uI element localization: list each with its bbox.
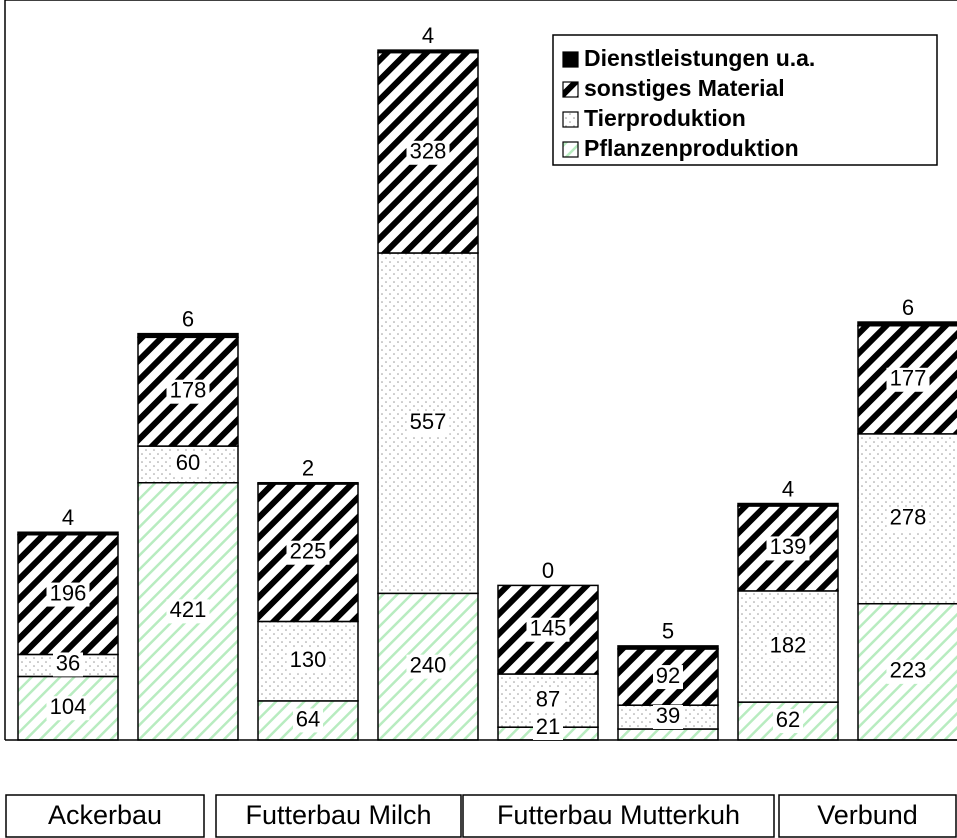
- group-label: Futterbau Milch: [245, 800, 431, 830]
- data-label: 177: [890, 366, 927, 391]
- data-label: 2: [302, 456, 314, 481]
- data-label-bg: [526, 617, 570, 642]
- data-label: 64: [296, 706, 320, 731]
- group-label: Ackerbau: [48, 800, 162, 830]
- data-label: 4: [62, 505, 74, 530]
- data-label-bg: [899, 297, 917, 322]
- legend-label: Tierproduktion: [584, 105, 746, 131]
- legend-label: Dienstleistungen u.a.: [584, 45, 815, 71]
- data-label-bg: [773, 709, 803, 734]
- data-label-bg: [59, 507, 77, 532]
- data-label: 139: [770, 534, 807, 559]
- data-label-bg: [886, 367, 930, 392]
- bar-segment: [137, 332, 239, 339]
- data-label-bg: [533, 716, 563, 740]
- data-label-bg: [179, 308, 197, 333]
- bar-segment: [617, 728, 719, 741]
- group-label: Futterbau Mutterkuh: [497, 800, 740, 830]
- legend-swatch: [562, 141, 579, 158]
- data-label: 39: [656, 703, 680, 728]
- data-label: 6: [182, 306, 194, 331]
- group-box: [778, 794, 957, 838]
- bar-segment: [617, 645, 719, 650]
- data-label-bg: [419, 25, 437, 50]
- legend: Dienstleistungen u.a. sonstiges Material T…: [562, 45, 815, 161]
- data-label-bg: [46, 696, 90, 721]
- legend-swatch: [562, 111, 579, 128]
- data-label-bg: [406, 411, 450, 436]
- data-label: 328: [410, 139, 447, 164]
- data-label: 278: [890, 505, 927, 530]
- data-label: 87: [536, 686, 560, 711]
- data-label: 182: [770, 632, 807, 657]
- data-label-bg: [406, 654, 450, 679]
- data-label: 62: [776, 707, 800, 732]
- data-label-bg: [766, 536, 810, 561]
- data-label: 0: [542, 558, 554, 583]
- data-label: 60: [176, 450, 200, 475]
- data-label-bg: [653, 665, 683, 690]
- data-label: 196: [50, 580, 87, 605]
- data-label: 4: [782, 476, 794, 501]
- data-label-bg: [293, 708, 323, 733]
- legend-label: sonstiges Material: [584, 75, 785, 101]
- data-label: 21: [536, 714, 560, 739]
- data-label-bg: [539, 560, 557, 585]
- data-label-bg: [653, 705, 683, 730]
- data-label: 557: [410, 409, 447, 434]
- group-box: [215, 794, 462, 838]
- data-label: 92: [656, 663, 680, 688]
- legend-swatch: [562, 51, 579, 68]
- data-label-bg: [886, 506, 930, 531]
- legend-box: [552, 34, 938, 166]
- groups: Ackerbau Futterbau Milch Futterbau Mutterk…: [5, 794, 957, 838]
- data-label: 104: [50, 694, 87, 719]
- data-label-bg: [166, 379, 210, 404]
- data-label: 240: [410, 652, 447, 677]
- data-label-bg: [886, 659, 930, 684]
- data-label-bg: [166, 599, 210, 624]
- data-label: 130: [290, 647, 327, 672]
- data-label: 6: [902, 295, 914, 320]
- bar-segment: [737, 502, 839, 507]
- group-label: Verbund: [817, 800, 918, 830]
- legend-swatch: [562, 81, 579, 98]
- data-label: 145: [530, 616, 567, 641]
- bar-segment: [257, 481, 359, 485]
- data-label-bg: [406, 140, 450, 165]
- bar-segment: [857, 321, 957, 327]
- data-label-bg: [533, 688, 563, 713]
- bar-segment: [377, 49, 479, 54]
- data-label: 4: [422, 23, 434, 48]
- data-label: 421: [170, 597, 207, 622]
- legend-label: Pflanzenproduktion: [584, 135, 799, 161]
- data-label-bg: [659, 620, 677, 645]
- data-label-bg: [173, 452, 203, 477]
- data-label-bg: [53, 652, 83, 677]
- data-label: 178: [170, 378, 207, 403]
- data-label: 36: [56, 650, 80, 675]
- data-label-bg: [779, 478, 797, 503]
- group-box: [5, 794, 205, 838]
- data-label-bg: [46, 582, 90, 607]
- data-label: 225: [290, 539, 327, 564]
- bar-segment: [17, 531, 119, 536]
- data-label-bg: [766, 634, 810, 659]
- data-label-bg: [299, 457, 317, 482]
- data-label-bg: [286, 649, 330, 674]
- data-label-bg: [286, 540, 330, 565]
- data-label: 223: [890, 658, 927, 683]
- data-label: 5: [662, 619, 674, 644]
- group-box: [462, 794, 775, 838]
- labels: 1043619644216017866413022522405573284218…: [46, 23, 930, 740]
